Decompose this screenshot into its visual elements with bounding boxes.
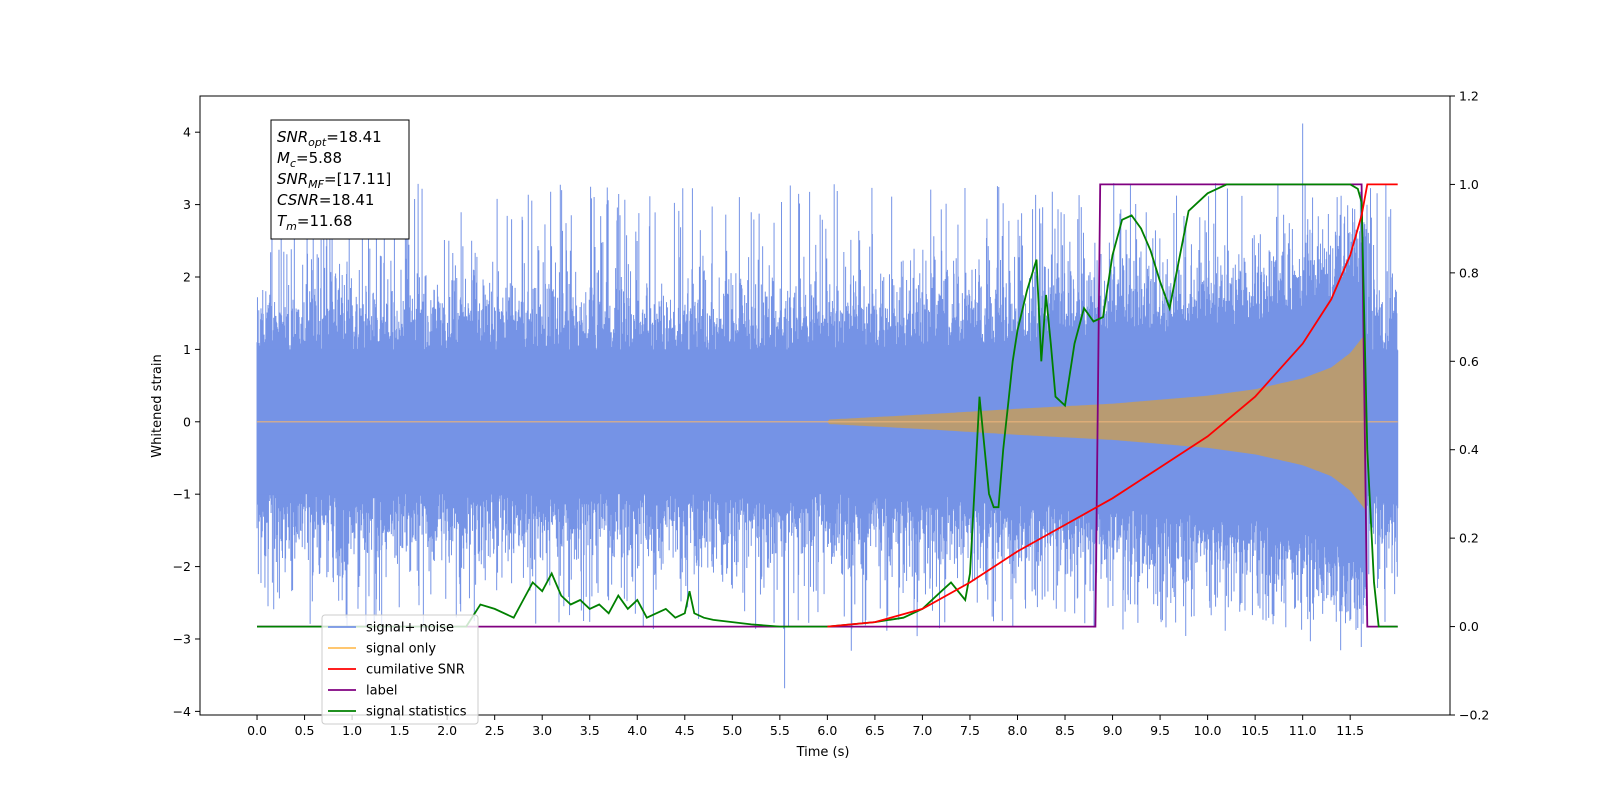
y-tick-label: 4 [183, 125, 191, 140]
y-right-tick-label: 0.8 [1459, 265, 1479, 280]
y-right-tick-label: 0.2 [1459, 531, 1479, 546]
y-tick-label: −4 [173, 704, 191, 719]
x-tick-label: 3.0 [532, 723, 552, 738]
x-tick-label: 11.0 [1289, 723, 1317, 738]
x-tick-label: 10.0 [1194, 723, 1222, 738]
series-cumilative-snr [827, 183, 1398, 628]
y-right-tick-label: 1.0 [1459, 177, 1479, 192]
y-right-tick-label: 0.0 [1459, 619, 1479, 634]
legend-label: signal+ noise [366, 621, 454, 636]
y-tick-label: −3 [173, 631, 191, 646]
y-right-tick-label: 1.2 [1459, 89, 1479, 104]
x-axis-label: Time (s) [796, 745, 850, 760]
annotation-box: SNRopt=18.41Mc=5.88SNRMF=[17.11]CSNR=18.… [270, 119, 410, 240]
legend-label: signal statistics [366, 705, 467, 720]
y-tick-label: 0 [183, 414, 191, 429]
y-axis-label: Whitened strain [150, 354, 165, 457]
x-tick-label: 8.5 [1055, 723, 1075, 738]
legend-frame [321, 614, 479, 725]
y-tick-label: −1 [173, 487, 191, 502]
annotation-line: Mc=5.88 [277, 149, 342, 170]
y-right-tick-label: 0.6 [1459, 354, 1479, 369]
x-tick-label: 0.5 [295, 723, 315, 738]
y-right-tick-label: 0.4 [1459, 442, 1479, 457]
y-right-tick-label: −0.2 [1459, 708, 1489, 723]
x-tick-label: 7.5 [960, 723, 980, 738]
x-tick-label: 5.0 [722, 723, 742, 738]
y-tick-label: 1 [183, 342, 191, 357]
x-tick-label: 8.0 [1008, 723, 1028, 738]
x-axis: 0.0 0.5 1.0 1.5 2.0 2.5 3.0 3.5 4.0 4.5 5.0 5.5 6.0 6… [247, 715, 1364, 738]
x-tick-label: 1.0 [342, 723, 362, 738]
legend: signal+ noise signal only cumilative SNR la… [321, 614, 479, 725]
legend-label: label [366, 684, 397, 699]
x-tick-label: 6.5 [865, 723, 885, 738]
y-tick-label: 2 [183, 269, 191, 284]
x-tick-label: 0.0 [247, 723, 267, 738]
x-tick-label: 3.5 [580, 723, 600, 738]
x-tick-label: 2.5 [485, 723, 505, 738]
y-tick-label: 3 [183, 197, 191, 212]
x-tick-label: 7.0 [912, 723, 932, 738]
x-tick-label: 9.5 [1150, 723, 1170, 738]
line-series-group [257, 183, 1398, 628]
x-tick-label: 4.5 [675, 723, 695, 738]
annotation-line: CSNR=18.41 [277, 191, 374, 209]
annotation-line: Tm=11.68 [277, 212, 352, 233]
annotation-line: SNRMF=[17.11] [277, 170, 391, 191]
annotation-line: SNRopt=18.41 [277, 128, 382, 149]
legend-label: signal only [366, 642, 436, 657]
x-tick-label: 2.0 [437, 723, 457, 738]
x-tick-label: 11.5 [1336, 723, 1364, 738]
annotation-frame [270, 119, 410, 240]
x-tick-label: 9.0 [1103, 723, 1123, 738]
legend-label: cumilative SNR [366, 663, 465, 678]
x-tick-label: 1.5 [390, 723, 410, 738]
y-axis-right: −0.2 0.0 0.2 0.4 0.6 0.8 1.0 1.2 [1450, 89, 1489, 723]
x-tick-label: 10.5 [1241, 723, 1269, 738]
y-axis-left: −4 −3 −2 −1 0 1 2 3 4 [173, 125, 200, 719]
plot-area-frame [199, 95, 1451, 716]
x-tick-label: 6.0 [817, 723, 837, 738]
series-signal-statistics [257, 183, 1398, 628]
x-tick-label: 4.0 [627, 723, 647, 738]
y-tick-label: −2 [173, 559, 191, 574]
x-tick-label: 5.5 [770, 723, 790, 738]
